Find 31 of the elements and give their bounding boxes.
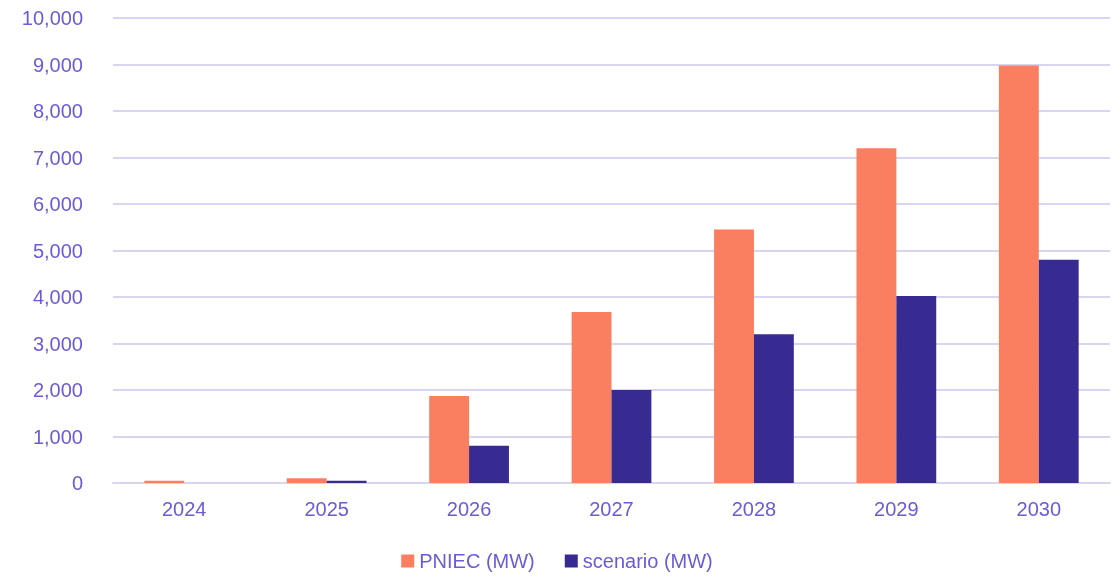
bar — [856, 148, 897, 483]
bar — [286, 478, 327, 483]
x-tick-label: 2029 — [874, 498, 919, 520]
y-tick-label: 2,000 — [32, 379, 83, 401]
y-tick-label: 3,000 — [32, 332, 83, 355]
x-tick-label: 2027 — [589, 498, 634, 520]
y-tick-label: 9,000 — [32, 53, 83, 76]
x-tick-label: 2025 — [304, 498, 349, 520]
bar — [571, 311, 612, 483]
bar — [611, 390, 652, 483]
y-tick-label: 6,000 — [32, 193, 83, 215]
bar — [1038, 259, 1079, 483]
x-tick-label: 2024 — [161, 498, 207, 520]
y-tick-label: 10,000 — [21, 7, 83, 29]
bar — [998, 65, 1039, 483]
bar — [469, 445, 509, 483]
y-tick-label: 4,000 — [32, 286, 83, 308]
legend-label: PNIEC (MW) — [419, 550, 535, 572]
bar — [429, 396, 470, 483]
bar — [753, 334, 794, 483]
bar — [714, 229, 754, 483]
y-tick-label: 0 — [71, 472, 83, 494]
x-tick-label: 2030 — [1016, 498, 1062, 520]
y-tick-label: 7,000 — [32, 146, 83, 169]
y-tick-label: 5,000 — [32, 239, 83, 262]
y-tick-label: 1,000 — [32, 425, 83, 448]
x-tick-label: 2028 — [731, 498, 777, 520]
legend-label: scenario (MW) — [582, 550, 713, 572]
y-tick-label: 8,000 — [32, 100, 83, 122]
bar — [896, 296, 937, 483]
x-tick-label: 2026 — [446, 498, 492, 520]
